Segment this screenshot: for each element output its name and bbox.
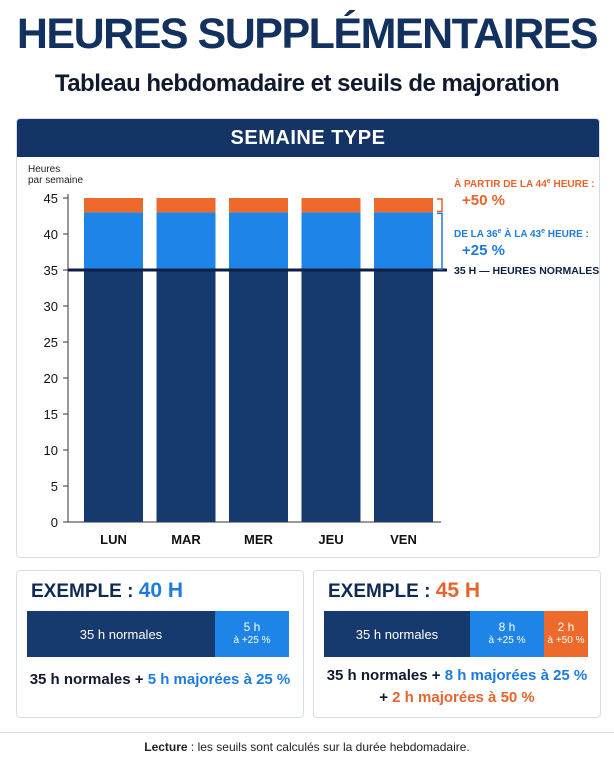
annotation-value-0: +50 % [462, 192, 505, 209]
bar-ven-segment-0 [374, 270, 433, 522]
example-45h-summary-line1: 35 h normales + 8 h majorées à 25 % [314, 667, 600, 684]
example-40h-title: EXEMPLE : 40 H [31, 579, 183, 603]
x-tick-label-mer: MER [244, 532, 274, 547]
y-axis-label-line1: Heures [28, 164, 60, 175]
bar-mar-segment-2 [156, 198, 216, 213]
example-45h-seg-50: 2 h à +50 % [544, 611, 588, 657]
bar-mer-segment-1 [229, 212, 288, 270]
bar-lun-segment-0 [84, 270, 143, 522]
page-subtitle: Tableau hebdomadaire et seuils de majora… [54, 70, 560, 97]
example-45h-summary-normal: 35 h normales + [326, 667, 441, 684]
example-45h-seg-normal: 35 h normales [324, 611, 470, 657]
x-tick-label-jeu: JEU [318, 532, 343, 547]
bar-jeu-segment-1 [301, 212, 361, 270]
example-45h-seg-25-rate: à +25 % [488, 635, 526, 646]
example-45h-title-value: 45 H [435, 579, 481, 602]
page-title: HEURES SUPPLÉMENTAIRES [16, 10, 599, 58]
annotation-bracket-1 [437, 212, 443, 270]
y-tick-label-10: 10 [44, 443, 58, 458]
example-40h-summary: 35 h normales + 5 h majorées à 25 % [17, 671, 303, 688]
bar-ven-segment-2 [374, 198, 433, 213]
reference-line-label: 35 H — HEURES NORMALES [454, 265, 599, 277]
footer-label: Lecture [144, 740, 188, 754]
example-40h-seg-normal: 35 h normales [27, 611, 215, 657]
y-tick-label-0: 0 [51, 515, 58, 530]
footer-text: : les seuils sont calculés sur la durée … [187, 740, 470, 754]
y-tick-label-5: 5 [51, 479, 58, 494]
y-tick-label-15: 15 [44, 407, 58, 422]
stacked-bar-chart: Heures par semaine 0 5 10 15 20 25 30 35 40 45 LUN… [28, 164, 599, 547]
example-45h-summary-25: 8 h majorées à 25 % [444, 667, 588, 684]
x-tick-label-lun: LUN [100, 532, 127, 547]
chart-panel: SEMAINE TYPE Heures par semaine 0 5 10 15 20… [16, 118, 600, 558]
example-45h-seg-50-hours: 2 h [557, 620, 575, 634]
example-45h-title: EXEMPLE : 45 H [328, 579, 480, 603]
annotation-bracket-0 [437, 198, 443, 213]
example-40h-seg-25-rate: à +25 % [233, 635, 271, 646]
example-40h-title-prefix: EXEMPLE : [31, 581, 134, 602]
bar-jeu-segment-0 [301, 270, 361, 522]
bar-jeu-segment-2 [301, 198, 361, 213]
x-tick-label-ven: VEN [390, 532, 417, 547]
footer-note: Lecture : les seuils sont calculés sur l… [0, 732, 614, 769]
y-tick-label-30: 30 [44, 299, 58, 314]
annotation-value-1: +25 % [462, 242, 505, 259]
bar-lun-segment-2 [84, 198, 143, 213]
y-tick-label-25: 25 [44, 335, 58, 350]
bar-mer-segment-0 [229, 270, 288, 522]
example-45h-summary-plus: + [379, 689, 388, 706]
example-40h-seg-25: 5 h à +25 % [215, 611, 289, 657]
example-45h-seg-25-hours: 8 h [498, 620, 516, 634]
y-tick-label-45: 45 [44, 191, 58, 206]
x-tick-label-mar: MAR [171, 532, 201, 547]
example-45h-seg-50-rate: à +50 % [547, 635, 585, 646]
annotation-label-0: À PARTIR DE LA 44e HEURE : [454, 177, 595, 190]
bar-mer-segment-2 [229, 198, 288, 213]
example-40h-seg-25-hours: 5 h [243, 620, 261, 634]
example-45h-summary-line2: + 2 h majorées à 50 % [314, 689, 600, 706]
bar-lun-segment-1 [84, 212, 143, 270]
example-45h-card: EXEMPLE : 45 H 35 h normales 8 h à +25 %… [313, 570, 601, 718]
y-tick-label-20: 20 [44, 371, 58, 386]
annotation-label-1: DE LA 36e À LA 43e HEURE : [454, 227, 589, 240]
bar-mar-segment-0 [156, 270, 216, 522]
example-40h-seg-normal-label: 35 h normales [79, 626, 163, 642]
example-45h-seg-normal-label: 35 h normales [355, 626, 439, 642]
example-40h-summary-25: 5 h majorées à 25 % [147, 671, 291, 688]
y-tick-label-35: 35 [44, 263, 58, 278]
example-40h-card: EXEMPLE : 40 H 35 h normales 5 h à +25 %… [16, 570, 304, 718]
example-40h-title-value: 40 H [138, 579, 184, 602]
y-axis-label-line2: par semaine [28, 175, 83, 186]
example-45h-title-prefix: EXEMPLE : [328, 581, 431, 602]
bar-ven-segment-1 [374, 212, 433, 270]
example-40h-bar: 35 h normales 5 h à +25 % [27, 611, 289, 657]
chart-panel-title: SEMAINE TYPE [17, 119, 599, 157]
bar-mar-segment-1 [156, 212, 216, 270]
example-45h-seg-25: 8 h à +25 % [470, 611, 544, 657]
example-45h-summary-50: 2 h majorées à 50 % [392, 689, 535, 706]
example-45h-bar: 35 h normales 8 h à +25 % 2 h à +50 % [324, 611, 588, 657]
example-40h-summary-normal: 35 h normales + [29, 671, 144, 688]
y-tick-label-40: 40 [44, 227, 58, 242]
